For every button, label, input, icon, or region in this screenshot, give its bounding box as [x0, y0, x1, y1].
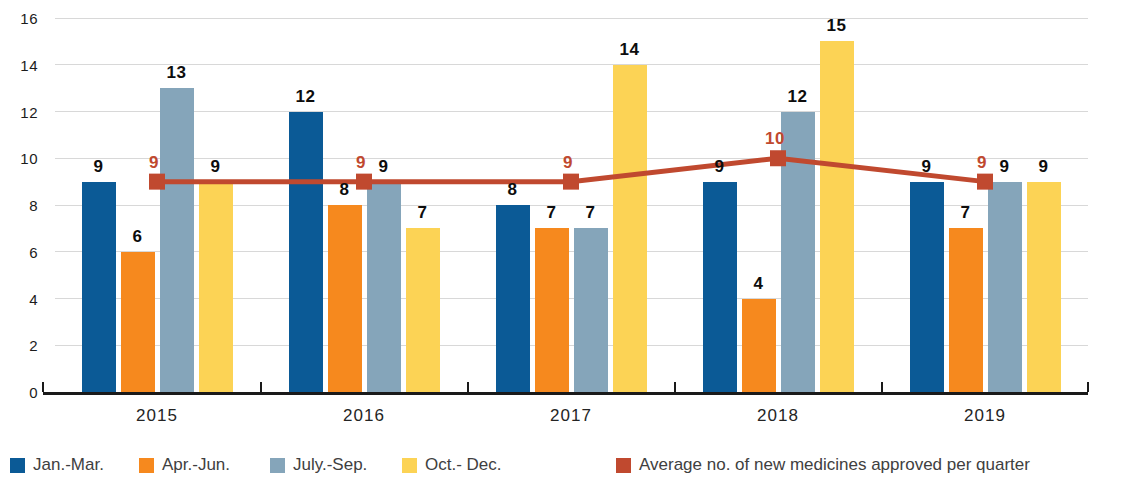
bar-value-label: 12 [276, 88, 336, 105]
legend-item-averagenoofnewmedici: Average no. of new medicines approved pe… [616, 455, 1030, 475]
legend-item-julysep: July.-Sep. [270, 455, 367, 475]
bar-janmar-2017 [496, 205, 530, 392]
y-axis-tick-label: 0 [0, 385, 38, 400]
bar-aprjun-2019 [949, 228, 983, 392]
x-axis-tick [1087, 382, 1089, 392]
bar-octdec-2017 [613, 65, 647, 392]
legend-item-janmar: Jan.-Mar. [10, 455, 104, 475]
bar-octdec-2016 [406, 228, 440, 392]
x-axis-tick [674, 382, 676, 392]
legend-swatch-icon [10, 458, 25, 473]
legend-swatch-icon [616, 458, 631, 473]
bar-value-label: 7 [393, 204, 453, 221]
legend-swatch-icon [402, 458, 417, 473]
bar-janmar-2015 [82, 182, 116, 392]
bar-value-label: 14 [600, 41, 660, 58]
bar-value-label: 7 [561, 204, 621, 221]
x-axis-tick [260, 382, 262, 392]
x-axis-year-label: 2017 [521, 407, 621, 424]
bar-julysep-2018 [781, 112, 815, 393]
legend-swatch-icon [270, 458, 285, 473]
legend-item-octdec: Oct.- Dec. [402, 455, 502, 475]
x-axis-year-label: 2019 [935, 407, 1035, 424]
bar-octdec-2015 [199, 182, 233, 392]
bar-aprjun-2016 [328, 205, 362, 392]
legend-label: July.-Sep. [293, 455, 367, 475]
x-axis-year-label: 2018 [728, 407, 828, 424]
bar-janmar-2016 [289, 112, 323, 393]
y-axis-tick-label: 16 [0, 11, 38, 26]
bar-value-label: 8 [483, 181, 543, 198]
legend-item-aprjun: Apr.-Jun. [139, 455, 230, 475]
average-value-label: 9 [538, 154, 598, 171]
bar-value-label: 15 [807, 17, 867, 34]
x-axis-tick [467, 382, 469, 392]
legend-label: Apr.-Jun. [162, 455, 230, 475]
y-axis-tick-label: 6 [0, 245, 38, 260]
x-axis-tick [42, 382, 44, 392]
average-value-label: 9 [952, 154, 1012, 171]
bar-value-label: 4 [729, 275, 789, 292]
bar-julysep-2017 [574, 228, 608, 392]
y-axis-tick-label: 8 [0, 198, 38, 213]
bar-value-label: 9 [69, 158, 129, 175]
average-value-label: 10 [745, 130, 805, 147]
x-axis-line [43, 392, 1088, 395]
average-marker [563, 174, 579, 190]
bar-value-label: 7 [936, 204, 996, 221]
legend-label: Jan.-Mar. [33, 455, 104, 475]
bar-value-label: 9 [186, 158, 246, 175]
new-medicines-approved-chart: 0246810121416 91289968747139712997141592… [0, 0, 1142, 489]
bar-aprjun-2015 [121, 252, 155, 392]
gridline-y-12 [55, 111, 1088, 112]
y-axis-tick-label: 2 [0, 338, 38, 353]
bar-value-label: 9 [897, 158, 957, 175]
bar-aprjun-2017 [535, 228, 569, 392]
average-value-label: 9 [124, 154, 184, 171]
bar-value-label: 12 [768, 88, 828, 105]
bar-value-label: 9 [1014, 158, 1074, 175]
x-axis-year-label: 2015 [107, 407, 207, 424]
y-axis-tick-label: 10 [0, 151, 38, 166]
gridline-y-16 [55, 18, 1088, 19]
x-axis-tick [881, 382, 883, 392]
legend-swatch-icon [139, 458, 154, 473]
average-value-label: 9 [331, 154, 391, 171]
bar-value-label: 6 [108, 228, 168, 245]
y-axis-tick-label: 4 [0, 292, 38, 307]
gridline-y-14 [55, 64, 1088, 65]
legend-label: Average no. of new medicines approved pe… [639, 455, 1030, 475]
bar-octdec-2019 [1027, 182, 1061, 392]
bar-aprjun-2018 [742, 299, 776, 393]
y-axis-tick-label: 14 [0, 58, 38, 73]
bar-value-label: 13 [147, 64, 207, 81]
x-axis-year-label: 2016 [314, 407, 414, 424]
y-axis-tick-label: 12 [0, 105, 38, 120]
bar-value-label: 8 [315, 181, 375, 198]
bar-value-label: 9 [690, 158, 750, 175]
legend-label: Oct.- Dec. [425, 455, 502, 475]
